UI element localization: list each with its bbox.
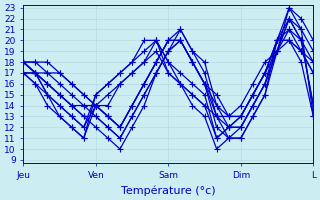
- X-axis label: Température (°c): Température (°c): [121, 185, 216, 196]
